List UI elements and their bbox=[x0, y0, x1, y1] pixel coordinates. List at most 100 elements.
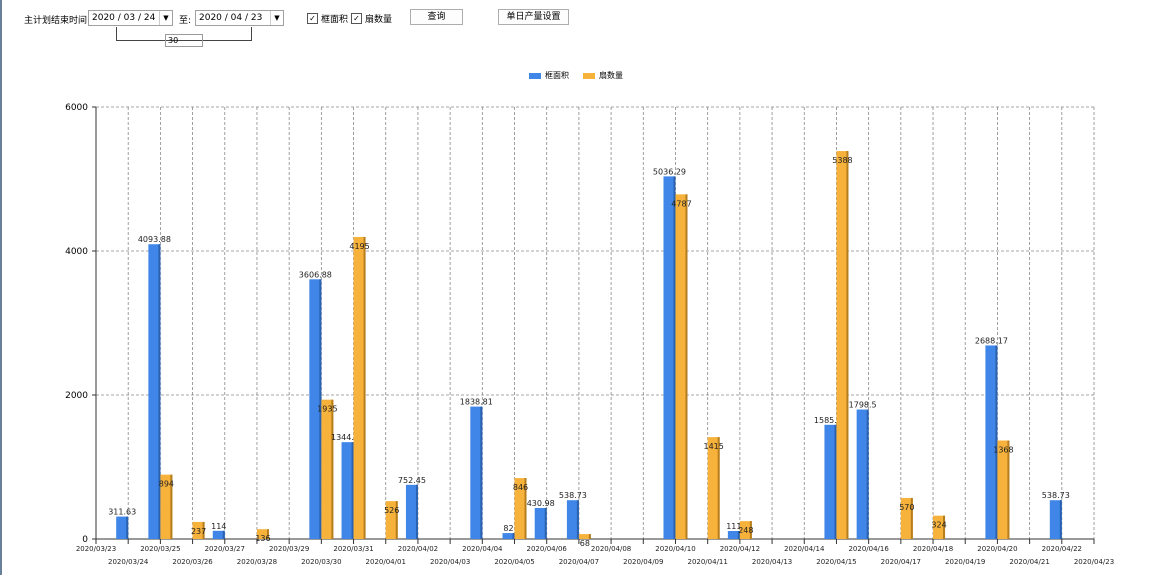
window-edge bbox=[0, 0, 2, 575]
bar-area bbox=[470, 406, 483, 539]
bar-shade bbox=[331, 399, 334, 539]
data-label: 538.73 bbox=[559, 491, 587, 500]
bar-shade bbox=[480, 406, 483, 539]
bar-count bbox=[578, 534, 591, 539]
bar-count bbox=[997, 440, 1010, 539]
bar-count bbox=[707, 437, 720, 539]
daily-output-settings-button[interactable]: 单日产量设置 bbox=[498, 9, 569, 25]
chevron-down-icon[interactable]: ▼ bbox=[270, 11, 283, 25]
chevron-down-icon[interactable]: ▼ bbox=[159, 11, 172, 25]
bar-area bbox=[309, 279, 322, 539]
data-label: 114 bbox=[211, 522, 226, 531]
x-tick-label: 2020/04/04 bbox=[462, 545, 503, 553]
data-label: 3606.88 bbox=[299, 270, 332, 279]
bar-count bbox=[933, 515, 946, 539]
x-tick-label: 2020/03/27 bbox=[205, 545, 245, 553]
x-tick-label: 2020/04/16 bbox=[848, 545, 889, 553]
x-tick-label: 2020/04/15 bbox=[816, 558, 856, 566]
bar-area bbox=[502, 533, 515, 539]
start-date-picker[interactable]: 2020 / 03 / 24 ▼ bbox=[88, 10, 173, 26]
bar-shade bbox=[866, 409, 869, 539]
data-label: 4787 bbox=[671, 199, 691, 208]
bar-count bbox=[385, 501, 398, 539]
end-date-picker[interactable]: 2020 / 04 / 23 ▼ bbox=[195, 10, 284, 26]
bar-shade bbox=[202, 521, 205, 539]
bar-shade bbox=[524, 478, 527, 539]
bar-count bbox=[675, 194, 688, 539]
bar-area bbox=[116, 516, 129, 539]
data-label: 311.63 bbox=[108, 508, 136, 517]
bar-shade bbox=[943, 515, 946, 539]
y-tick-label: 4000 bbox=[65, 247, 88, 257]
days-field[interactable]: 30 bbox=[165, 34, 203, 47]
bar-shade bbox=[395, 501, 398, 539]
data-label: 237 bbox=[191, 527, 206, 536]
bar-area bbox=[148, 244, 161, 539]
data-label: 82 bbox=[503, 524, 513, 533]
bar-count bbox=[514, 478, 527, 539]
x-tick-label: 2020/04/09 bbox=[623, 558, 663, 566]
data-label: 1415 bbox=[703, 442, 723, 451]
bar-shade bbox=[846, 151, 849, 539]
data-label: 526 bbox=[384, 506, 399, 515]
data-label: 4195 bbox=[349, 242, 369, 251]
bar-shade bbox=[351, 442, 354, 539]
data-label: 2688.17 bbox=[975, 336, 1008, 345]
bar-count bbox=[900, 497, 913, 539]
bar-shade bbox=[995, 345, 998, 539]
x-tick-label: 2020/03/28 bbox=[237, 558, 277, 566]
data-label: 570 bbox=[899, 503, 914, 512]
x-tick-label: 2020/04/19 bbox=[945, 558, 985, 566]
x-tick-label: 2020/04/17 bbox=[881, 558, 921, 566]
query-button[interactable]: 查询 bbox=[410, 9, 463, 25]
x-tick-label: 2020/04/08 bbox=[591, 545, 631, 553]
bar-shade bbox=[170, 474, 173, 539]
bar-count bbox=[321, 399, 334, 539]
y-tick-label: 2000 bbox=[65, 391, 88, 401]
bar-count bbox=[256, 529, 269, 539]
area-checkbox[interactable]: ✓ 框面积 bbox=[307, 12, 348, 25]
data-label: 68 bbox=[580, 539, 590, 548]
to-label: 至: bbox=[179, 16, 192, 26]
bar-area bbox=[212, 530, 225, 539]
area-checkbox-label: 框面积 bbox=[321, 15, 349, 25]
data-label: 538.73 bbox=[1042, 491, 1070, 500]
x-tick-label: 2020/03/29 bbox=[269, 545, 309, 553]
x-tick-label: 2020/03/30 bbox=[301, 558, 341, 566]
data-label: 1585.96 bbox=[814, 416, 847, 425]
x-tick-label: 2020/04/18 bbox=[913, 545, 953, 553]
bar-area bbox=[727, 531, 740, 539]
data-label: 4093.88 bbox=[138, 235, 171, 244]
checkbox-checked-icon: ✓ bbox=[307, 13, 318, 24]
x-tick-label: 2020/04/20 bbox=[977, 545, 1017, 553]
bar-shade bbox=[319, 279, 322, 539]
legend-item-area[interactable]: 框面积 bbox=[529, 70, 569, 81]
bar-shade bbox=[544, 507, 547, 539]
bar-shade bbox=[126, 516, 129, 539]
x-tick-label: 2020/04/02 bbox=[398, 545, 438, 553]
bar-shade bbox=[834, 424, 837, 539]
x-tick-label: 2020/04/21 bbox=[1009, 558, 1049, 566]
range-bracket bbox=[116, 27, 252, 41]
chart-legend: 框面积 扇数量 bbox=[529, 70, 623, 81]
y-tick-label: 0 bbox=[82, 535, 88, 545]
x-tick-label: 2020/03/31 bbox=[333, 545, 373, 553]
data-label: 248 bbox=[738, 526, 753, 535]
bar-shade bbox=[415, 484, 418, 539]
bar-area bbox=[1049, 500, 1062, 539]
bar-shade bbox=[266, 529, 269, 539]
bar-area bbox=[856, 409, 869, 539]
x-tick-label: 2020/04/05 bbox=[494, 558, 534, 566]
bar-area bbox=[824, 424, 837, 539]
count-checkbox[interactable]: ✓ 扇数量 bbox=[351, 12, 392, 25]
bar-shade bbox=[910, 497, 913, 539]
legend-item-count[interactable]: 扇数量 bbox=[583, 70, 623, 81]
data-label: 1798.5 bbox=[849, 401, 877, 410]
x-tick-label: 2020/04/13 bbox=[752, 558, 792, 566]
x-tick-label: 2020/04/06 bbox=[527, 545, 568, 553]
bar-area bbox=[341, 442, 354, 539]
data-label: 1344.95 bbox=[331, 433, 364, 442]
bar-shade bbox=[512, 533, 515, 539]
data-label: 5388 bbox=[832, 156, 852, 165]
